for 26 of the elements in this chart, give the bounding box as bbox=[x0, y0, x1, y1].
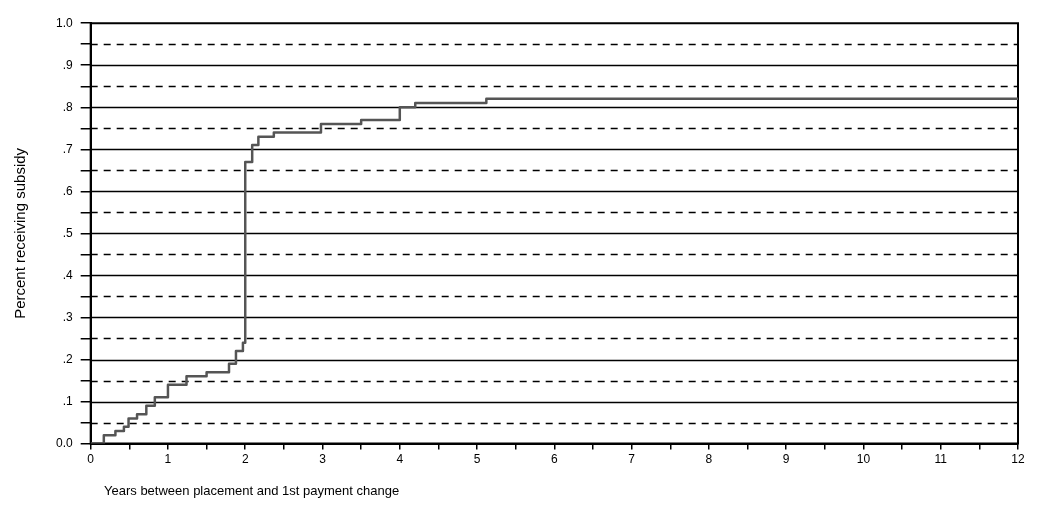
y-tick-label: 1.0 bbox=[55, 15, 73, 30]
x-tick-label: 10 bbox=[856, 452, 871, 467]
x-tick-label: 7 bbox=[628, 452, 636, 467]
y-axis-title: Percent receiving subsidy bbox=[11, 147, 29, 319]
x-tick-label: 5 bbox=[473, 452, 481, 467]
y-tick-label: .4 bbox=[62, 267, 73, 282]
y-tick-label: .1 bbox=[62, 393, 73, 408]
x-tick-label: 9 bbox=[782, 452, 790, 467]
y-tick-label: .6 bbox=[62, 183, 73, 198]
x-axis-title: Years between placement and 1st payment change bbox=[104, 483, 400, 498]
x-tick-label: 12 bbox=[1011, 452, 1025, 467]
x-tick-label: 1 bbox=[164, 452, 172, 467]
x-tick-label: 0 bbox=[87, 452, 95, 467]
x-tick-label: 3 bbox=[319, 452, 327, 467]
y-tick-label: .5 bbox=[62, 225, 73, 240]
x-tick-label: 11 bbox=[934, 452, 948, 467]
x-tick-label: 8 bbox=[705, 452, 713, 467]
y-tick-label: .3 bbox=[62, 309, 73, 324]
x-tick-label: 6 bbox=[551, 452, 558, 467]
y-tick-label: 0.0 bbox=[55, 435, 73, 450]
y-tick-label: .7 bbox=[62, 141, 73, 156]
y-tick-label: .2 bbox=[62, 351, 73, 366]
y-tick-label: .8 bbox=[62, 99, 73, 114]
y-tick-label: .9 bbox=[62, 57, 73, 72]
x-tick-label: 2 bbox=[241, 452, 249, 467]
x-tick-label: 4 bbox=[396, 452, 404, 467]
